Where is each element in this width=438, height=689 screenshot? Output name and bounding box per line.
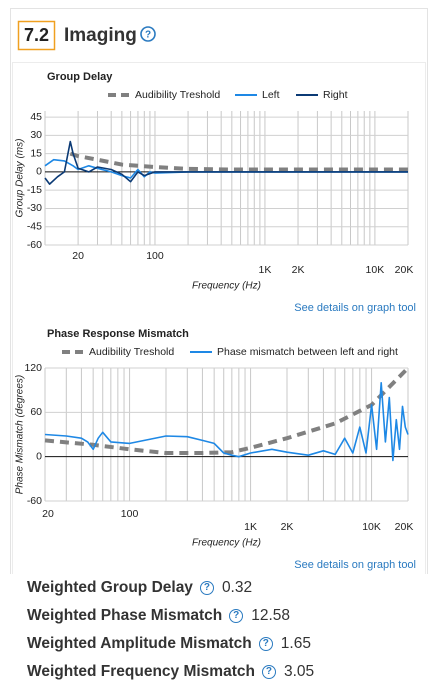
x-tick-label: 100 [146, 250, 164, 262]
y-tick-label: -45 [27, 221, 42, 233]
help-icon[interactable]: ? [229, 609, 244, 623]
series-line [69, 151, 408, 172]
y-axis-label: Group Delay (ms) [15, 139, 26, 218]
section-number: 7.2 [24, 25, 49, 45]
x-axis-label: Frequency (Hz) [192, 281, 261, 292]
y-tick-label: 120 [24, 362, 42, 374]
legend-label: Left [262, 89, 280, 101]
x-tick-label: 2K [292, 264, 305, 276]
metric-label: Weighted Phase Mismatch [27, 607, 223, 624]
graph-tool-link[interactable]: See details on graph tool [294, 302, 416, 314]
y-tick-label: 30 [30, 129, 42, 141]
series-line [44, 366, 410, 455]
legend-label: Audibility Treshold [89, 346, 174, 358]
metric-label: Weighted Frequency Mismatch [27, 663, 255, 680]
chart-panel [12, 62, 426, 583]
help-icon[interactable]: ? [258, 637, 273, 651]
x-tick-label: 20K [395, 264, 414, 276]
y-tick-label: 45 [30, 111, 42, 123]
metric-row: Weighted Group Delay? 0.32 [27, 574, 314, 602]
y-tick-label: -60 [27, 495, 42, 507]
x-tick-label: 1K [259, 264, 272, 276]
y-tick-label: 15 [30, 147, 42, 159]
metric-label: Weighted Amplitude Mismatch [27, 635, 252, 652]
x-tick-label: 10K [366, 264, 385, 276]
metric-row: Weighted Frequency Mismatch? 3.05 [27, 658, 314, 686]
x-tick-label: 10K [362, 521, 381, 533]
chart-title: Phase Response Mismatch [47, 328, 189, 340]
x-tick-label: 100 [121, 508, 139, 520]
legend-label: Audibility Treshold [135, 89, 220, 101]
y-tick-label: -30 [27, 202, 42, 214]
legend-label: Phase mismatch between left and right [217, 346, 398, 358]
x-tick-label: 20 [72, 250, 84, 262]
x-tick-label: 20 [42, 508, 54, 520]
y-tick-label: -60 [27, 239, 42, 251]
y-tick-label: 60 [30, 406, 42, 418]
section-badge [17, 20, 56, 51]
x-axis-label: Frequency (Hz) [192, 538, 261, 549]
series-line [44, 382, 409, 462]
card-border [10, 8, 428, 689]
section-title: Imaging [64, 25, 137, 46]
imaging-panel: 7.2 Imaging ? Group Delay Audibility Tres… [10, 8, 428, 689]
metric-value: 3.05 [283, 663, 315, 680]
metric-row: Weighted Amplitude Mismatch? 1.65 [27, 630, 314, 658]
metrics: Weighted Group Delay? 0.32 Weighted Phase … [27, 574, 314, 686]
y-tick-label: -15 [27, 184, 42, 196]
legend-label: Right [323, 89, 348, 101]
graph-tool-link[interactable]: See details on graph tool [294, 559, 416, 571]
chart-title: Group Delay [47, 71, 113, 83]
metric-value: 12.58 [251, 607, 291, 624]
metric-value: 0.32 [221, 579, 253, 596]
help-icon[interactable]: ? [199, 581, 214, 595]
help-icon[interactable] [140, 26, 156, 42]
help-icon[interactable]: ? [261, 665, 276, 679]
y-tick-label: 0 [36, 166, 42, 178]
metric-value: 1.65 [280, 635, 311, 652]
x-tick-label: 1K [244, 521, 257, 533]
x-tick-label: 20K [395, 521, 414, 533]
series-line [44, 140, 408, 185]
metric-row: Weighted Phase Mismatch? 12.58 [27, 602, 314, 630]
y-axis-label: Phase Mismatch (degrees) [15, 375, 26, 495]
x-tick-label: 2K [281, 521, 294, 533]
help-icon-text[interactable]: ? [145, 30, 151, 41]
metric-label: Weighted Group Delay [27, 579, 193, 596]
y-tick-label: 0 [36, 450, 42, 462]
